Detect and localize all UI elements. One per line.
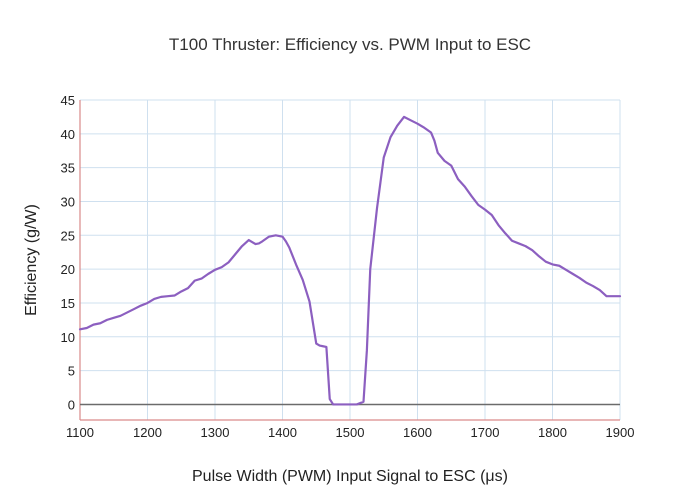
grid-lines — [80, 99, 621, 420]
y-tick-labels: 0 5 10 15 20 25 30 35 40 45 — [61, 93, 75, 412]
y-tick-label: 10 — [61, 330, 75, 345]
y-tick-label: 45 — [61, 93, 75, 108]
y-tick-label: 40 — [61, 127, 75, 142]
x-tick-label: 1900 — [606, 425, 635, 440]
x-tick-label: 1400 — [268, 425, 297, 440]
y-tick-label: 0 — [68, 397, 75, 412]
chart-title: T100 Thruster: Efficiency vs. PWM Input … — [169, 35, 531, 54]
x-tick-label: 1500 — [336, 425, 365, 440]
y-tick-label: 30 — [61, 194, 75, 209]
x-tick-label: 1800 — [538, 425, 567, 440]
x-tick-label: 1700 — [471, 425, 500, 440]
efficiency-series-line — [78, 115, 622, 406]
series-layer — [78, 115, 622, 406]
y-tick-label: 20 — [61, 262, 75, 277]
x-tick-label: 1100 — [66, 425, 94, 440]
y-tick-label: 25 — [61, 228, 75, 243]
y-tick-label: 15 — [61, 296, 75, 311]
x-tick-label: 1200 — [133, 425, 162, 440]
x-axis-label: Pulse Width (PWM) Input Signal to ESC (μ… — [192, 468, 508, 485]
y-axis-label: Efficiency (g/W) — [23, 204, 40, 316]
x-tick-labels: 1100 1200 1300 1400 1500 1600 1700 1800 1900 — [66, 425, 634, 440]
y-tick-label: 5 — [68, 364, 75, 379]
plot-frame — [79, 100, 620, 421]
x-tick-label: 1300 — [201, 425, 230, 440]
y-tick-label: 35 — [61, 161, 75, 176]
x-tick-label: 1600 — [403, 425, 432, 440]
